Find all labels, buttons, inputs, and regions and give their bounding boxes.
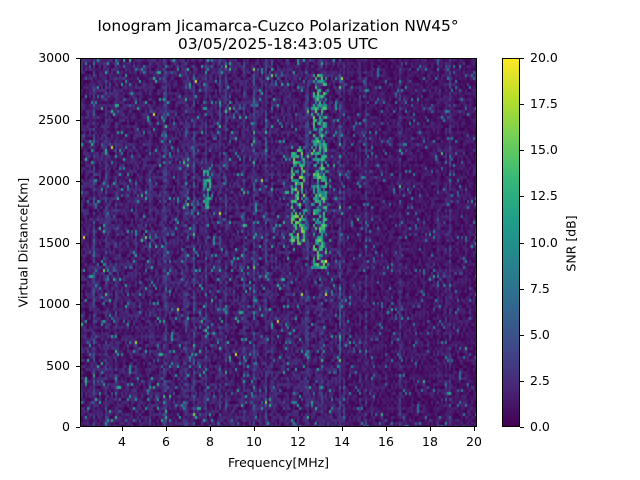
colorbar-tick-mark xyxy=(520,381,524,382)
x-tick-label: 20 xyxy=(466,434,482,449)
y-tick-label: 500 xyxy=(46,358,70,373)
x-tick-mark xyxy=(166,427,167,431)
y-tick-mark xyxy=(76,366,80,367)
colorbar-tick-label: 17.5 xyxy=(530,96,558,111)
colorbar-tick-mark xyxy=(520,427,524,428)
colorbar-tick-mark xyxy=(520,243,524,244)
colorbar-tick-label: 7.5 xyxy=(530,281,550,296)
x-tick-mark xyxy=(474,427,475,431)
x-tick-mark xyxy=(298,427,299,431)
colorbar-tick-label: 10.0 xyxy=(530,235,558,250)
colorbar-tick-mark xyxy=(520,150,524,151)
heatmap-canvas xyxy=(81,59,476,426)
y-tick-label: 2500 xyxy=(38,112,70,127)
x-tick-label: 12 xyxy=(290,434,306,449)
colorbar-tick-label: 2.5 xyxy=(530,373,550,388)
chart-subtitle: 03/05/2025-18:43:05 UTC xyxy=(177,35,379,53)
x-axis-label: Frequency[MHz] xyxy=(227,455,330,470)
y-tick-mark xyxy=(76,304,80,305)
y-tick-label: 1000 xyxy=(38,296,70,311)
x-tick-label: 6 xyxy=(162,434,170,449)
colorbar-tick-label: 20.0 xyxy=(530,50,558,65)
y-tick-label: 0 xyxy=(62,419,70,434)
x-tick-label: 10 xyxy=(246,434,262,449)
x-tick-label: 14 xyxy=(334,434,350,449)
y-tick-mark xyxy=(76,120,80,121)
x-tick-label: 8 xyxy=(206,434,214,449)
colorbar-tick-mark xyxy=(520,58,524,59)
x-tick-mark xyxy=(386,427,387,431)
y-tick-label: 3000 xyxy=(38,50,70,65)
y-tick-mark xyxy=(76,181,80,182)
y-tick-mark xyxy=(76,58,80,59)
colorbar-tick-label: 0.0 xyxy=(530,419,550,434)
colorbar-tick-label: 5.0 xyxy=(530,327,550,342)
x-tick-mark xyxy=(210,427,211,431)
colorbar xyxy=(502,58,520,427)
x-tick-label: 18 xyxy=(422,434,438,449)
colorbar-tick-mark xyxy=(520,335,524,336)
x-tick-label: 4 xyxy=(118,434,126,449)
y-tick-mark xyxy=(76,427,80,428)
colorbar-tick-mark xyxy=(520,104,524,105)
colorbar-tick-label: 12.5 xyxy=(530,188,558,203)
chart-title: Ionogram Jicamarca-Cuzco Polarization NW… xyxy=(97,17,459,35)
colorbar-tick-mark xyxy=(520,289,524,290)
x-tick-mark xyxy=(122,427,123,431)
x-tick-mark xyxy=(342,427,343,431)
x-tick-mark xyxy=(430,427,431,431)
y-axis-label: Virtual Distance[Km] xyxy=(15,177,31,308)
ionogram-heatmap xyxy=(80,58,477,427)
colorbar-tick-label: 15.0 xyxy=(530,142,558,157)
y-tick-label: 1500 xyxy=(38,235,70,250)
y-tick-mark xyxy=(76,243,80,244)
x-tick-mark xyxy=(254,427,255,431)
colorbar-label: SNR [dB] xyxy=(563,215,579,272)
y-tick-label: 2000 xyxy=(38,173,70,188)
x-tick-label: 16 xyxy=(378,434,394,449)
colorbar-tick-mark xyxy=(520,196,524,197)
